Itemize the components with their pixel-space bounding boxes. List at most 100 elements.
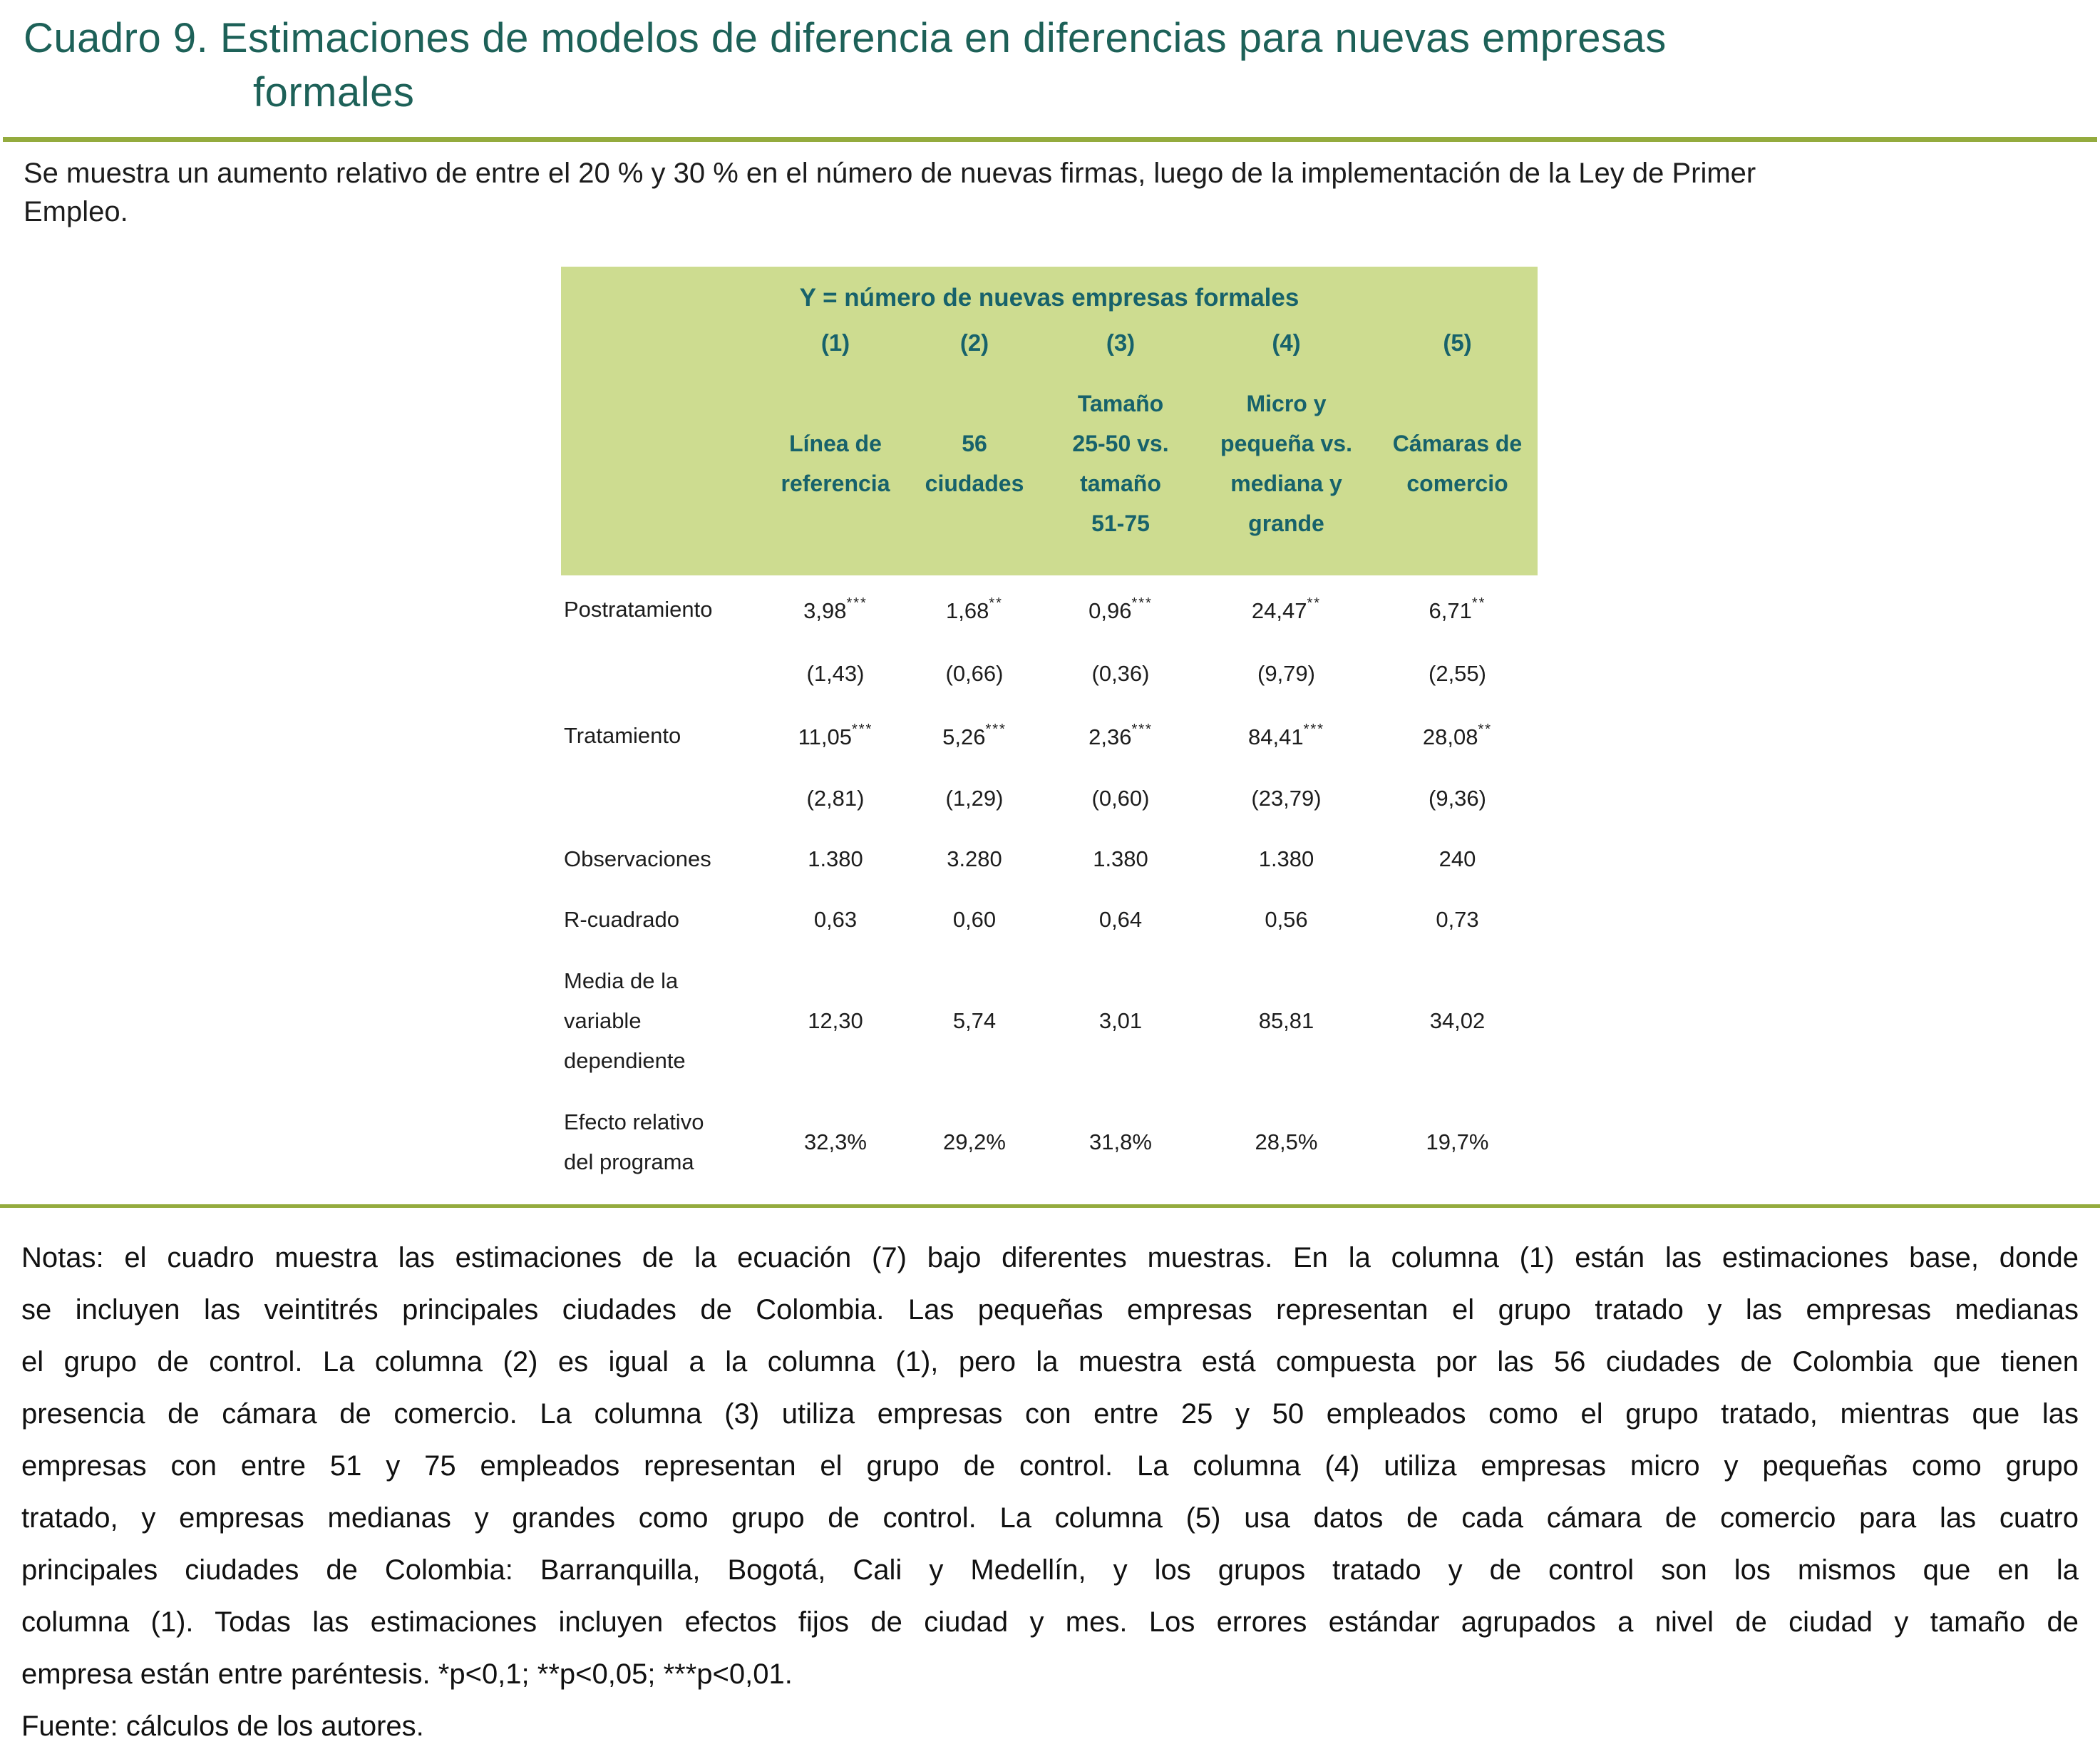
cell-value: 84,41 (1248, 724, 1304, 749)
table-cell: 1.380 (1258, 846, 1314, 871)
significance-stars: *** (846, 595, 868, 611)
table-cell: 1,68** (903, 595, 1046, 624)
table-cell: 240 (1438, 846, 1476, 871)
table-body: Postratamiento 3,98*** 1,68** 0,96*** 24,47*… (561, 575, 1538, 1192)
column-number-3: (3) (1106, 329, 1136, 356)
table-cell: (2,55) (1429, 660, 1486, 686)
table-cell: 84,41*** (1195, 722, 1377, 750)
cell-value: 24,47 (1251, 598, 1307, 623)
column-number-1: (1) (820, 329, 850, 356)
table-cell: 11,05*** (768, 722, 903, 750)
significance-stars: ** (1471, 595, 1486, 611)
table-cell: 6,71** (1377, 595, 1538, 624)
table-row: (1,43) (0,66) (0,36) (9,79) (2,55) (561, 643, 1538, 704)
notes-line-7: principales ciudades de Colombia: Barran… (21, 1554, 2079, 1586)
column-labels-row: Línea de referencia 56 ciudades Tamaño 25-… (561, 358, 1538, 569)
notes-paragraph: Notas: el cuadro muestra las estimacione… (21, 1232, 2079, 1701)
summary-paragraph: Se muestra un aumento relativo de entre … (24, 154, 1756, 231)
column-numbers-row: (1) (2) (3) (4) (5) (561, 329, 1538, 357)
dependent-variable-label: Y = número de nuevas empresas formales (799, 284, 1299, 312)
significance-stars: ** (1307, 595, 1322, 611)
table-row: (2,81) (1,29) (0,60) (23,79) (9,36) (561, 768, 1538, 829)
row-label: Efecto relativo del programa (564, 1109, 704, 1174)
table-cell: 34,02 (1429, 1008, 1486, 1033)
table-cell: 19,7% (1426, 1129, 1489, 1154)
row-label-spacer (561, 358, 768, 569)
significance-stars: *** (851, 722, 873, 737)
table-cell: (0,36) (1091, 660, 1150, 686)
notes-line-4: presencia de cámara de comercio. La colu… (21, 1398, 2079, 1430)
caption-line-1: Cuadro 9. Estimaciones de modelos de dif… (24, 15, 1667, 61)
table-cell: 24,47** (1195, 595, 1377, 624)
table-cell: (23,79) (1251, 785, 1322, 811)
table-cell: 0,96*** (1046, 595, 1195, 624)
table-row: Efecto relativo del programa 32,3% 29,2% 31… (561, 1092, 1538, 1192)
notes-line-3: el grupo de control. La columna (2) es i… (21, 1346, 2079, 1378)
table-row: Postratamiento 3,98*** 1,68** 0,96*** 24,47*… (561, 575, 1538, 643)
column-number-4: (4) (1272, 329, 1301, 356)
column-header-5: Cámaras de comercio (1392, 431, 1523, 496)
table-cell: 3,98*** (768, 595, 903, 624)
row-label: Observaciones (564, 846, 711, 871)
notes-line-6: tratado, y empresas medianas y grandes c… (21, 1502, 2079, 1534)
table-cell: 3,01 (1098, 1008, 1143, 1033)
table-cell: (9,79) (1257, 660, 1315, 686)
table-cell: 29,2% (943, 1129, 1006, 1154)
notes-line-2: se incluyen las veintitrés principales c… (21, 1294, 2079, 1325)
table-cell: (0,60) (1091, 785, 1150, 811)
cell-value: 2,36 (1088, 724, 1132, 749)
divider-top (3, 137, 2097, 142)
summary-line-2: Empleo. (24, 196, 128, 227)
cell-value: 11,05 (798, 724, 852, 749)
column-header-1: Línea de referencia (781, 431, 890, 496)
significance-stars: ** (989, 595, 1003, 611)
significance-stars: ** (1478, 722, 1493, 737)
summary-line-1: Se muestra un aumento relativo de entre … (24, 158, 1756, 189)
column-header-4: Micro y pequeña vs. mediana y grande (1220, 391, 1352, 536)
table-cell: 5,74 (952, 1008, 997, 1033)
cell-value: 3,98 (803, 598, 847, 623)
table-cell: (1,43) (806, 660, 865, 686)
table-row: Media de la variable dependiente 12,30 5,7… (561, 950, 1538, 1092)
table-cell: (2,81) (806, 785, 865, 811)
significance-stars: *** (985, 722, 1007, 737)
table-cell: 0,60 (952, 906, 997, 932)
table-cell: (0,66) (945, 660, 1004, 686)
cell-value: 6,71 (1429, 598, 1472, 623)
table-cell: 0,56 (1265, 906, 1308, 932)
row-label-spacer (561, 329, 768, 357)
column-number-2: (2) (959, 329, 989, 356)
results-table: Y = número de nuevas empresas formales (… (561, 267, 1538, 1192)
row-label: Postratamiento (564, 596, 713, 622)
notes-line-1: Notas: el cuadro muestra las estimacione… (21, 1242, 2079, 1273)
source-text: Fuente: cálculos de los autores. (21, 1711, 424, 1742)
divider-bottom (0, 1204, 2100, 1208)
table-row: R-cuadrado 0,63 0,60 0,64 0,56 0,73 (561, 889, 1538, 950)
table-cell: 1.380 (1093, 846, 1148, 871)
table-cell: 32,3% (804, 1129, 867, 1154)
table-cell: 28,08** (1377, 722, 1538, 750)
column-header-2: 56 ciudades (925, 431, 1024, 496)
column-number-5: (5) (1443, 329, 1472, 356)
table-cell: 0,73 (1436, 906, 1479, 932)
notes-line-5: empresas con entre 51 y 75 empleados rep… (21, 1450, 2079, 1482)
notes-line-8: columna (1). Todas las estimaciones incl… (21, 1606, 2079, 1638)
notes-line-9: empresa están entre paréntesis. *p<0,1; … (21, 1658, 793, 1690)
significance-stars: *** (1303, 722, 1324, 737)
table-cell: 0,64 (1098, 906, 1143, 932)
row-label: Tratamiento (564, 723, 681, 748)
cell-value: 0,96 (1088, 598, 1132, 623)
column-header-3: Tamaño 25-50 vs. tamaño 51-75 (1072, 391, 1169, 536)
table-cell: 3.280 (947, 846, 1002, 871)
table-cell: 1.380 (808, 846, 863, 871)
row-label: R-cuadrado (564, 906, 679, 932)
table-cell: 28,5% (1255, 1129, 1318, 1154)
table-cell: 2,36*** (1046, 722, 1195, 750)
table-cell: (9,36) (1429, 785, 1486, 811)
row-label: Media de la variable dependiente (564, 968, 686, 1073)
caption-line-2: formales (253, 69, 415, 116)
cell-value: 5,26 (942, 724, 986, 749)
cell-value: 1,68 (946, 598, 989, 623)
significance-stars: *** (1131, 722, 1153, 737)
